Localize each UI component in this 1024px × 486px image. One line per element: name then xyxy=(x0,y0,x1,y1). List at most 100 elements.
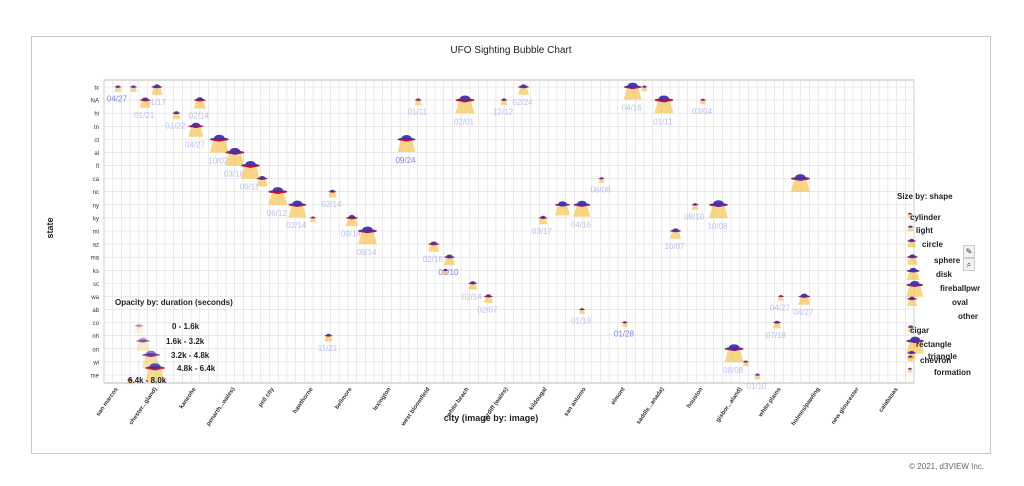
y-tick-label: NA xyxy=(91,99,99,105)
data-label: 04/16 xyxy=(571,220,592,229)
data-label: 02/14 xyxy=(286,221,307,230)
data-point: 10/02 xyxy=(208,134,229,166)
data-label: 01/28 xyxy=(614,329,635,338)
data-point: 03/17 xyxy=(532,215,553,236)
x-tick-label: saddle...anada) xyxy=(636,387,666,426)
data-label: 01/10 xyxy=(746,382,767,391)
data-point: 01/17 xyxy=(146,84,166,107)
data-point: 02/24 xyxy=(512,84,533,107)
x-tick-label: pell city xyxy=(258,386,276,408)
legend-size-item: fireball xyxy=(940,284,966,293)
x-tick-label: calabasas xyxy=(878,386,900,413)
data-points: 04/27 01/1701/2101/2202/1404/2710/0203/16… xyxy=(107,82,814,391)
data-point: 04/27 xyxy=(107,85,128,104)
data-point xyxy=(790,174,810,192)
data-label: 02/14 xyxy=(321,200,342,209)
data-label: 10/08 xyxy=(707,222,728,231)
data-point: 02/18 xyxy=(423,241,444,264)
data-point: 04/16 xyxy=(622,82,642,112)
data-point: 09/14 xyxy=(341,215,362,239)
y-tick-label: ks xyxy=(93,269,99,275)
y-tick-label: az xyxy=(93,243,99,249)
y-axis-ticks: tx NA hi tn ct al fl ca nc ny ky mi az ma ks sc wa ab co nh… xyxy=(90,86,99,380)
legend-opacity-item: 3.2k - 4.8k xyxy=(171,351,210,360)
data-point: 10/07 xyxy=(665,228,685,251)
data-label: 01/22 xyxy=(165,122,186,131)
y-tick-label: hi xyxy=(94,112,99,118)
data-label: 02/01 xyxy=(454,117,475,126)
data-point xyxy=(555,201,570,216)
data-point: 03/04 xyxy=(692,98,712,116)
data-label: 10/02 xyxy=(208,157,229,166)
data-label: 08/10 xyxy=(684,212,705,221)
y-tick-label: tx xyxy=(94,86,99,92)
legend-size-item: cylinder xyxy=(910,213,941,222)
data-label: 08/14 xyxy=(356,248,377,257)
data-label: 01/11 xyxy=(407,108,427,117)
data-point xyxy=(309,216,316,223)
data-point: 09/24 xyxy=(395,135,416,165)
data-label: 04/27 xyxy=(793,308,814,317)
data-point: 01/10 xyxy=(746,373,767,391)
y-tick-label: ab xyxy=(92,308,99,314)
legend-opacity-item: 6.4k - 8.0k xyxy=(128,376,167,385)
y-tick-label: ct xyxy=(94,138,99,144)
data-label: 08/06 xyxy=(590,185,611,194)
data-label: 09/14 xyxy=(341,230,362,239)
x-tick-label: san marcos xyxy=(96,386,120,417)
data-point: 02/07 xyxy=(477,294,498,315)
legend-opacity-title: Opacity by: duration (seconds) xyxy=(115,298,233,307)
data-point: 04/27 xyxy=(185,122,205,149)
data-label: 03/17 xyxy=(532,227,553,236)
legend-size-item: formation xyxy=(934,368,971,377)
copyright-text: © 2021, d3VIEW Inc. xyxy=(909,462,984,471)
data-label: 02/14 xyxy=(189,112,210,121)
data-point: 08/10 xyxy=(438,254,459,277)
data-point: 02/01 xyxy=(454,95,475,126)
data-label: 01/21 xyxy=(134,111,155,120)
x-tick-label: holmes/pawling xyxy=(791,386,822,427)
data-label: 01/11 xyxy=(653,117,673,126)
data-point: 03/16 xyxy=(224,147,245,179)
data-label: 09/11 xyxy=(240,183,260,192)
data-point: 02/14 xyxy=(321,189,342,209)
legend-size-item: chevron xyxy=(920,356,951,365)
legend-size-title: Size by: shape xyxy=(897,192,953,201)
y-tick-label: wi xyxy=(92,360,99,366)
x-tick-label: west bloomfield xyxy=(400,386,432,428)
data-point: 01/21 xyxy=(134,97,155,120)
data-point: 09/11 xyxy=(240,160,260,192)
legend-opacity-item: 0 - 1.6k xyxy=(172,322,200,331)
data-label: 04/27 xyxy=(107,95,128,104)
x-tick-label: gisbor...aland) xyxy=(715,387,743,424)
data-label: 03/16 xyxy=(224,170,245,179)
legend-size-item: cigar xyxy=(910,326,929,335)
pencil-icon[interactable]: ✎ xyxy=(963,245,975,258)
data-label: 08/08 xyxy=(723,366,744,375)
data-label: 12/12 xyxy=(493,108,514,117)
zoom-icon[interactable]: ⌕ xyxy=(963,258,975,271)
data-point xyxy=(442,268,449,275)
y-tick-label: wa xyxy=(90,295,99,301)
x-tick-label: elmont xyxy=(610,387,626,407)
x-tick-label: new gloucester xyxy=(831,386,861,426)
grid xyxy=(103,79,915,384)
data-label: 08/10 xyxy=(438,268,459,277)
y-tick-label: me xyxy=(91,374,100,380)
plot-area-border xyxy=(103,79,915,384)
legend-size-item: light xyxy=(916,226,933,235)
data-point: 10/08 xyxy=(707,200,728,231)
data-label: 02/18 xyxy=(423,255,444,264)
x-tick-label: san antonio xyxy=(563,386,587,417)
data-label: 02/14 xyxy=(462,293,483,302)
data-point: 01/28 xyxy=(614,321,635,338)
y-tick-label: mi xyxy=(93,230,99,236)
data-point: 11/21 xyxy=(318,333,338,353)
y-tick-label: ky xyxy=(93,216,99,222)
data-point: 02/14 xyxy=(286,200,307,230)
legend-size-item: triangle xyxy=(928,352,957,361)
x-tick-label: bellmore xyxy=(334,386,354,410)
data-point: 08/14 xyxy=(356,226,377,257)
legend-opacity-item: 1.6k - 3.2k xyxy=(166,337,205,346)
x-tick-label: kaneohe xyxy=(179,386,198,410)
